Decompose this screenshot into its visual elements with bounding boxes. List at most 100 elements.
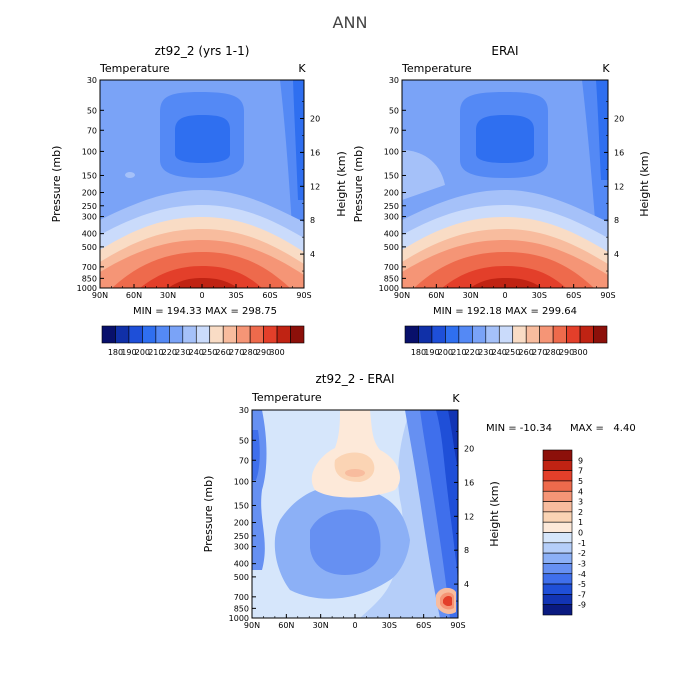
y-right-tick-label: 12 xyxy=(464,512,474,521)
colorbar-swatch xyxy=(542,480,573,492)
contour-field xyxy=(252,410,458,618)
small-blob xyxy=(125,172,135,178)
y-right-ticks: 20 16 12 8 4 xyxy=(454,431,474,602)
colorbar-swatch xyxy=(128,325,143,344)
x-tick-label: 60S xyxy=(262,291,277,300)
colorbar-label: 190 xyxy=(424,348,439,357)
figure-title: ANN xyxy=(333,13,368,32)
y-tick-label: 200 xyxy=(384,189,399,198)
colorbar-label: 5 xyxy=(578,477,583,486)
x-tick-label: 60N xyxy=(428,291,444,300)
colorbar-label: 210 xyxy=(451,348,466,357)
colorbar-label: 240 xyxy=(492,348,507,357)
subtitle-left: Temperature xyxy=(251,391,322,404)
stats-text: MIN = 194.33 MAX = 298.75 xyxy=(133,306,277,317)
contour-field xyxy=(100,80,304,288)
x-tick-label: 30N xyxy=(313,621,329,630)
colorbar-label: 220 xyxy=(162,348,177,357)
colorbar-label: 200 xyxy=(135,348,150,357)
x-tick-label: 90S xyxy=(296,291,311,300)
y-tick-label: 700 xyxy=(384,263,399,272)
y-right-tick-label: 16 xyxy=(310,148,320,157)
y-axis-label: Pressure (mb) xyxy=(50,146,63,223)
band-left-edge-inner xyxy=(252,430,260,480)
colorbar-label: 1 xyxy=(578,518,583,527)
panel-model: zt92_2 (yrs 1-1) Temperature K 90N 60N 30N… xyxy=(50,44,348,357)
panel-title: zt92_2 - ERAI xyxy=(315,372,394,386)
panel-title: zt92_2 (yrs 1-1) xyxy=(155,44,250,58)
panel-difference: zt92_2 - ERAI Temperature K 90N 60N 30N 0 30… xyxy=(202,372,636,630)
band-290 xyxy=(140,266,262,288)
y-tick-label: 1000 xyxy=(379,284,399,293)
colorbar-label: 190 xyxy=(121,348,136,357)
x-tick-label: 0 xyxy=(502,291,507,300)
y-right-tick-label: 12 xyxy=(310,182,320,191)
colorbar-swatch xyxy=(542,521,573,533)
y-tick-label: 250 xyxy=(384,202,399,211)
y-tick-label: 200 xyxy=(234,519,249,528)
colorbar-label: 0 xyxy=(578,529,583,538)
colorbar-swatch xyxy=(512,325,527,344)
colorbar-swatch xyxy=(169,325,184,344)
colorbar-label: 210 xyxy=(148,348,163,357)
band-290 xyxy=(442,266,566,288)
y-tick-label: 200 xyxy=(82,189,97,198)
colorbar-swatch xyxy=(542,594,573,605)
colorbar-label: 260 xyxy=(216,348,231,357)
colorbar-label: 7 xyxy=(578,467,583,476)
colorbar-label: 230 xyxy=(478,348,493,357)
x-tick-label: 0 xyxy=(352,621,357,630)
colorbar-label: 290 xyxy=(559,348,574,357)
y-tick-label: 1000 xyxy=(77,284,97,293)
colorbar-swatch xyxy=(579,325,594,344)
y-right-tick-label: 20 xyxy=(310,115,320,124)
colorbar-label: 270 xyxy=(229,348,244,357)
x-tick-label: 90S xyxy=(450,621,465,630)
y-tick-label: 70 xyxy=(239,456,249,465)
colorbar-label: 300 xyxy=(269,348,284,357)
stats-min: MIN = -10.34 xyxy=(486,423,552,434)
y-right-axis-label: Height (km) xyxy=(335,151,348,217)
band-right-darkest xyxy=(436,410,458,580)
y-tick-label: 70 xyxy=(389,126,399,135)
band-warm-core xyxy=(334,452,375,482)
cold-core-inner xyxy=(175,115,230,163)
x-tick-label: 90S xyxy=(600,291,615,300)
panel-reanalysis: ERAI Temperature K 90N 60N 30N 0 30S 60S 90S 3… xyxy=(352,44,651,357)
colorbar-swatch xyxy=(566,325,581,344)
colorbar-label: 260 xyxy=(519,348,534,357)
colorbar-swatch xyxy=(539,325,554,344)
colorbar-swatch xyxy=(498,325,514,344)
y-right-axis-label: Height (km) xyxy=(638,151,651,217)
x-tick-label: 60N xyxy=(126,291,142,300)
y-tick-label: 250 xyxy=(82,202,97,211)
panel-title: ERAI xyxy=(491,44,518,58)
y-right-tick-label: 20 xyxy=(614,115,624,124)
colorbar-swatch xyxy=(542,552,573,564)
colorbar-swatch xyxy=(445,325,460,344)
colorbar-label: 280 xyxy=(545,348,560,357)
colorbar-swatch xyxy=(142,325,157,344)
y-tick-label: 850 xyxy=(234,604,249,613)
y-right-ticks: 20 16 12 8 4 xyxy=(300,101,320,272)
band-warm-inner xyxy=(345,469,365,477)
band-upper-right-dark xyxy=(596,80,608,180)
colorbar-swatch xyxy=(542,511,573,523)
y-tick-label: 100 xyxy=(82,147,97,156)
y-tick-label: 50 xyxy=(389,106,399,115)
y-tick-label: 1000 xyxy=(229,614,249,623)
y-right-tick-label: 12 xyxy=(614,182,624,191)
colorbar-swatch xyxy=(101,325,116,344)
stats-max: MAX = 4.40 xyxy=(570,423,636,434)
colorbar-swatch xyxy=(542,532,573,544)
band-left-light xyxy=(402,150,445,200)
colorbar-swatch xyxy=(542,604,573,616)
y-tick-label: 400 xyxy=(384,230,399,239)
x-tick-label: 60S xyxy=(416,621,431,630)
colorbar-label: -4 xyxy=(578,570,586,579)
y-right-tick-label: 20 xyxy=(464,445,474,454)
